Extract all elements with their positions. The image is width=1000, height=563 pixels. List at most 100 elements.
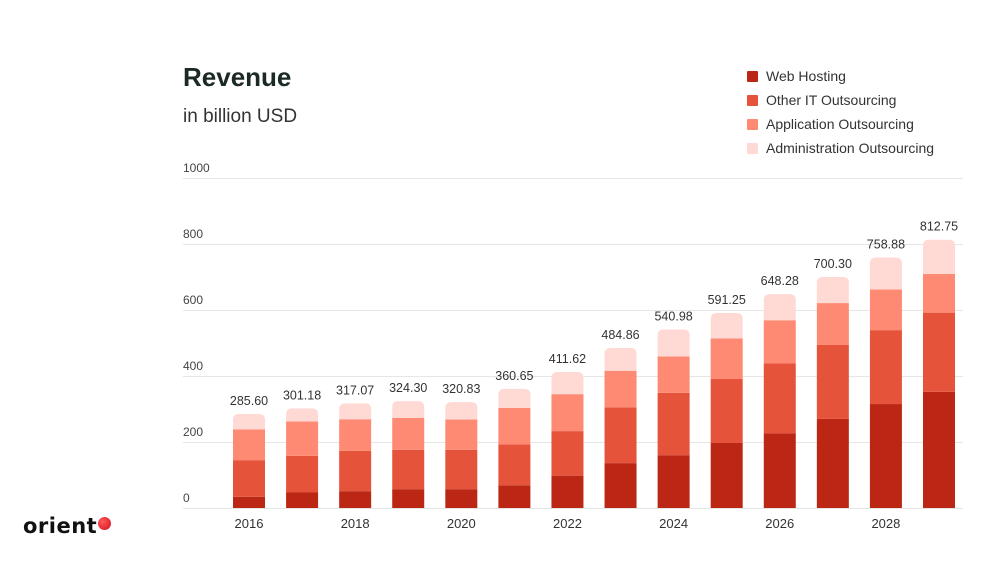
bar-segment-web-hosting [869,404,902,508]
y-tick-label: 200 [183,425,203,439]
total-data-label: 320.83 [442,382,480,396]
legend-item-other-it: Other IT Outsourcing [747,88,934,112]
total-data-label: 812.75 [920,220,958,234]
y-tick-label: 400 [183,359,203,373]
bar-segment-web-hosting [339,491,372,508]
total-data-label: 591.25 [708,293,746,307]
legend-label: Web Hosting [766,68,846,84]
y-tick-label: 1000 [183,161,210,175]
bar-segment-administration-outsourcing [392,401,425,418]
bar-segment-other-it-outsourcing [923,312,955,392]
logo-text: orient [23,514,98,538]
bar-segment-administration-outsourcing [710,312,743,339]
bar-segment-web-hosting [445,489,478,508]
legend: Web Hosting Other IT Outsourcing Applica… [747,64,934,160]
y-tick-label: 600 [183,293,203,307]
total-data-label: 301.18 [283,388,321,402]
orient-logo: orient [23,514,112,538]
bar-segment-administration-outsourcing [339,403,372,420]
bar-segment-application-outsourcing [445,419,478,450]
bar-segment-administration-outsourcing [551,372,584,395]
chart-title: Revenue [183,62,292,92]
bar-segment-administration-outsourcing [869,257,902,290]
bar-segment-application-outsourcing [604,370,637,408]
bar-segment-web-hosting [923,391,955,508]
bar-segment-other-it-outsourcing [869,330,902,405]
bar-segment-other-it-outsourcing [657,392,690,456]
total-data-label: 700.30 [814,257,852,271]
x-tick-label: 2026 [765,516,794,531]
bar-segment-web-hosting [657,455,690,508]
bar-segment-web-hosting [710,442,743,508]
total-data-label: 540.98 [654,309,692,323]
x-tick-label: 2016 [235,516,264,531]
bar-segment-web-hosting [498,485,531,508]
bar-segment-other-it-outsourcing [816,344,849,419]
bar-segment-web-hosting [763,433,796,508]
bar-segment-administration-outsourcing [816,277,849,304]
logo-dot-icon [98,517,112,530]
bar-segment-administration-outsourcing [604,347,637,371]
bar-segment-administration-outsourcing [763,294,796,321]
bar-segment-other-it-outsourcing [445,449,478,490]
bar-segment-web-hosting [392,489,425,508]
legend-item-application: Application Outsourcing [747,112,934,136]
total-data-label: 411.62 [549,352,586,366]
bar-segment-application-outsourcing [392,417,425,450]
total-data-label: 758.88 [867,238,905,252]
bar-segment-other-it-outsourcing [604,407,637,464]
bar-segment-other-it-outsourcing [339,450,372,492]
total-data-label: 484.86 [601,328,639,342]
bar-segment-other-it-outsourcing [710,378,743,443]
legend-swatch [747,70,758,82]
bar-segment-other-it-outsourcing [392,449,425,490]
bar-segment-administration-outsourcing [286,408,319,422]
total-data-label: 317.07 [336,383,374,397]
legend-item-administration: Administration Outsourcing [747,136,934,160]
x-tick-label: 2028 [871,516,900,531]
chart-subtitle: in billion USD [183,106,298,127]
x-tick-label: 2022 [553,516,582,531]
bar-segment-application-outsourcing [551,394,584,432]
bar-segment-administration-outsourcing [445,402,478,420]
bar-segment-application-outsourcing [657,356,690,393]
bar-segment-application-outsourcing [763,320,796,364]
x-tick-label: 2018 [341,516,370,531]
legend-label: Other IT Outsourcing [766,92,897,108]
legend-swatch [747,118,758,130]
bar-segment-application-outsourcing [816,303,849,345]
bar-segment-other-it-outsourcing [498,444,531,486]
total-data-label: 648.28 [761,274,799,288]
y-tick-label: 0 [183,491,190,505]
bar-segment-application-outsourcing [710,338,743,379]
total-data-label: 285.60 [230,394,268,408]
bar-segment-web-hosting [816,418,849,508]
bar-segment-administration-outsourcing [498,388,531,409]
bar-segment-other-it-outsourcing [551,431,584,476]
bar-segment-application-outsourcing [339,419,372,451]
bar-segment-web-hosting [604,463,637,508]
y-tick-label: 800 [183,227,203,241]
x-tick-label: 2024 [659,516,688,531]
bar-segment-web-hosting [286,492,319,508]
x-tick-label: 2020 [447,516,476,531]
bar-segment-other-it-outsourcing [286,455,319,493]
legend-label: Administration Outsourcing [766,140,935,156]
legend-label: Application Outsourcing [766,116,914,132]
legend-swatch [747,142,758,154]
bar-segment-web-hosting [233,496,265,508]
total-data-label: 324.30 [389,381,427,395]
bar-segment-application-outsourcing [286,421,319,456]
bar-segment-application-outsourcing [869,289,902,331]
bar-segment-other-it-outsourcing [763,363,796,434]
bar-segment-other-it-outsourcing [233,460,265,497]
bar-segment-administration-outsourcing [233,413,265,430]
bar-segment-application-outsourcing [233,429,265,461]
legend-item-web-hosting: Web Hosting [747,64,934,88]
bar-segment-administration-outsourcing [657,329,690,357]
total-data-label: 360.65 [495,369,533,383]
legend-swatch [747,94,758,106]
bar-segment-administration-outsourcing [923,239,955,275]
bar-segment-web-hosting [551,475,584,508]
